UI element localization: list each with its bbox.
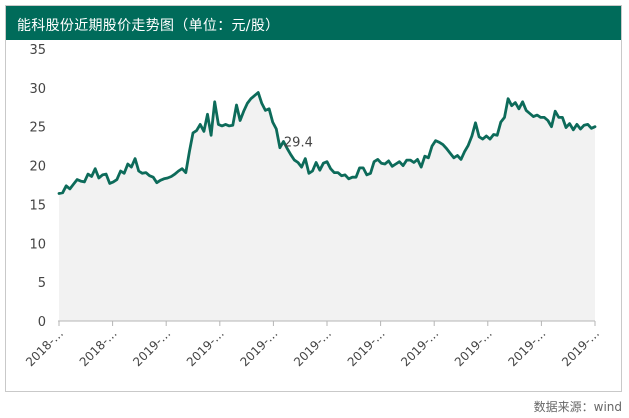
- x-tick-label: 2019-…: [237, 326, 280, 369]
- data-source: 数据来源：wind: [533, 400, 622, 414]
- x-tick-label: 2019-…: [130, 326, 173, 369]
- y-tick-label: 20: [29, 160, 46, 175]
- x-tick-label: 2019-…: [452, 326, 495, 369]
- x-tick-label: 2019-…: [184, 326, 227, 369]
- price-area: [59, 92, 595, 321]
- y-tick-label: 15: [29, 198, 46, 213]
- x-tick-label: 2019-…: [291, 326, 334, 369]
- peak-label: 29.4: [284, 136, 313, 151]
- x-tick-label: 2019-…: [505, 326, 548, 369]
- x-tick-label: 2019-…: [559, 326, 602, 369]
- y-tick-label: 10: [29, 237, 46, 252]
- y-tick-label: 25: [29, 121, 46, 136]
- price-line: [57, 91, 597, 195]
- y-tick-label: 5: [38, 276, 46, 291]
- x-tick-label: 2018-…: [23, 326, 66, 369]
- title-bar: 能科股份近期股价走势图（单位：元/股）: [6, 6, 621, 40]
- x-tick-label: 2019-…: [345, 326, 388, 369]
- y-tick-label: 30: [29, 82, 46, 97]
- y-tick-label: 35: [29, 43, 46, 58]
- chart-title: 能科股份近期股价走势图（单位：元/股）: [17, 18, 280, 34]
- x-tick-label: 2018-…: [77, 326, 120, 369]
- x-tick-label: 2019-…: [398, 326, 441, 369]
- y-tick-label: 0: [38, 315, 46, 330]
